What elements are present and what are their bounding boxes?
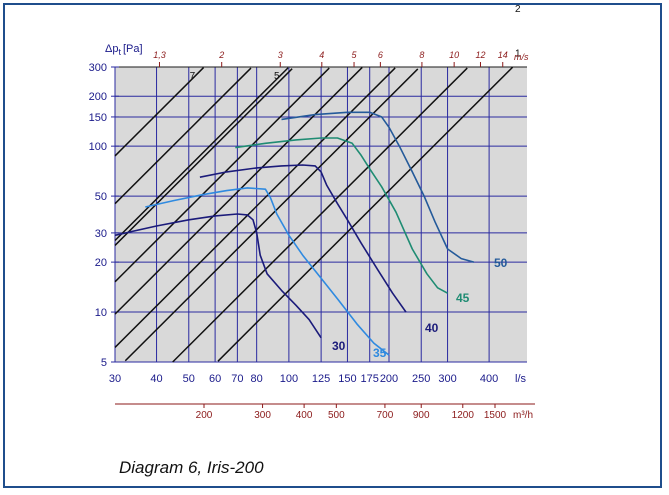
system-line bbox=[172, 67, 468, 363]
system-line-label: 2 bbox=[515, 4, 521, 15]
system-line-label: 1 bbox=[515, 49, 521, 60]
airflow-m3h-tick-label: 200 bbox=[196, 410, 213, 421]
x-axis-unit-label: l/s bbox=[515, 373, 527, 385]
y-tick-label: 200 bbox=[89, 91, 107, 103]
velocity-tick-label: 2 bbox=[218, 50, 224, 60]
system-line bbox=[114, 67, 289, 242]
series-label-40: 40 bbox=[425, 321, 439, 335]
system-line bbox=[114, 68, 293, 246]
airflow-m3h-tick-label: 1200 bbox=[452, 410, 475, 421]
series-label-50: 50 bbox=[494, 256, 508, 270]
velocity-tick-label: 1,3 bbox=[153, 50, 166, 60]
fan-curve-35 bbox=[145, 187, 390, 356]
series-label-45: 45 bbox=[456, 291, 470, 305]
x-axis-tick-labels: 30 40 50 60 70 80 100 125 150 175 200 250 300 400 bbox=[109, 373, 498, 385]
y-tick-label: 100 bbox=[89, 141, 107, 153]
airflow-m3h-tick-label: 700 bbox=[377, 410, 394, 421]
velocity-tick-label: 4 bbox=[319, 50, 324, 60]
y-axis-tick-labels: 5 10 20 30 50 100 150 200 300 bbox=[89, 62, 107, 369]
series-label-35: 35 bbox=[373, 346, 387, 360]
system-line bbox=[114, 67, 330, 283]
fan-curve-50 bbox=[281, 111, 475, 263]
velocity-axis-unit-label: m/s bbox=[514, 52, 529, 62]
airflow-m3h-tick-label: 500 bbox=[328, 410, 345, 421]
series-labels: 30 35 40 45 50 bbox=[332, 256, 508, 360]
airflow-m3h-tick-label: 900 bbox=[413, 410, 430, 421]
x-tick-label: 150 bbox=[338, 373, 356, 385]
fan-curves bbox=[114, 111, 475, 356]
airflow-m3h-axis: 200 300 400 500 700 900 1200 1500 bbox=[115, 403, 535, 421]
fan-curve-45 bbox=[235, 137, 448, 294]
x-tick-label: 100 bbox=[280, 373, 298, 385]
x-tick-label: 30 bbox=[109, 373, 121, 385]
velocity-tick-label: 5 bbox=[352, 50, 358, 60]
velocity-tick-label: 12 bbox=[475, 50, 485, 60]
y-tick-label: 30 bbox=[95, 228, 107, 240]
x-tick-label: 250 bbox=[412, 373, 430, 385]
velocity-tick-label: 14 bbox=[498, 50, 508, 60]
system-line-label: 7 bbox=[190, 71, 196, 82]
system-line-labels: 8 7 6 5 4 3 2 1 bbox=[190, 4, 521, 82]
y-tick-label: 5 bbox=[101, 357, 107, 369]
airflow-m3h-tick-label: 1500 bbox=[484, 410, 507, 421]
system-line bbox=[124, 68, 419, 362]
system-line bbox=[114, 66, 363, 315]
grid bbox=[111, 66, 527, 363]
y-tick-label: 150 bbox=[89, 112, 107, 124]
x-tick-label: 175 bbox=[361, 373, 379, 385]
velocity-tick-label: 3 bbox=[278, 50, 283, 60]
airflow-m3h-unit-label: m³/h bbox=[513, 410, 533, 421]
airflow-m3h-tick-label: 300 bbox=[254, 410, 271, 421]
velocity-tick-label: 8 bbox=[419, 50, 424, 60]
system-line-label: 5 bbox=[274, 71, 280, 82]
y-axis-label-symbol: Δp bbox=[105, 43, 118, 55]
y-tick-label: 20 bbox=[95, 257, 107, 269]
x-tick-label: 400 bbox=[480, 373, 498, 385]
airflow-m3h-tick-label: 400 bbox=[296, 410, 313, 421]
y-axis-label: Δpt [Pa] bbox=[105, 43, 143, 57]
system-line bbox=[114, 67, 252, 205]
y-tick-label: 50 bbox=[95, 191, 107, 203]
x-tick-label: 50 bbox=[183, 373, 195, 385]
y-axis-label-unit: [Pa] bbox=[123, 43, 143, 55]
y-tick-label: 10 bbox=[95, 307, 107, 319]
x-tick-label: 60 bbox=[209, 373, 221, 385]
y-axis-label-subscript: t bbox=[118, 47, 121, 57]
fan-curve-40 bbox=[199, 164, 407, 313]
x-tick-label: 70 bbox=[231, 373, 243, 385]
x-tick-label: 80 bbox=[251, 373, 263, 385]
system-line bbox=[114, 67, 396, 348]
system-line bbox=[114, 67, 205, 157]
velocity-tick-labels: 1,3 2 3 4 5 6 8 10 12 14 bbox=[153, 50, 508, 67]
y-tick-label: 300 bbox=[89, 62, 107, 74]
x-tick-label: 125 bbox=[312, 373, 330, 385]
velocity-tick-label: 10 bbox=[449, 50, 459, 60]
diagram-caption: Diagram 6, Iris-200 bbox=[119, 458, 264, 477]
system-lines bbox=[114, 66, 514, 363]
system-line bbox=[217, 66, 514, 362]
x-tick-label: 40 bbox=[150, 373, 162, 385]
x-tick-label: 300 bbox=[438, 373, 456, 385]
series-label-30: 30 bbox=[332, 339, 346, 353]
fan-curve-30 bbox=[114, 213, 322, 339]
velocity-tick-label: 6 bbox=[378, 50, 383, 60]
x-tick-label: 200 bbox=[380, 373, 398, 385]
